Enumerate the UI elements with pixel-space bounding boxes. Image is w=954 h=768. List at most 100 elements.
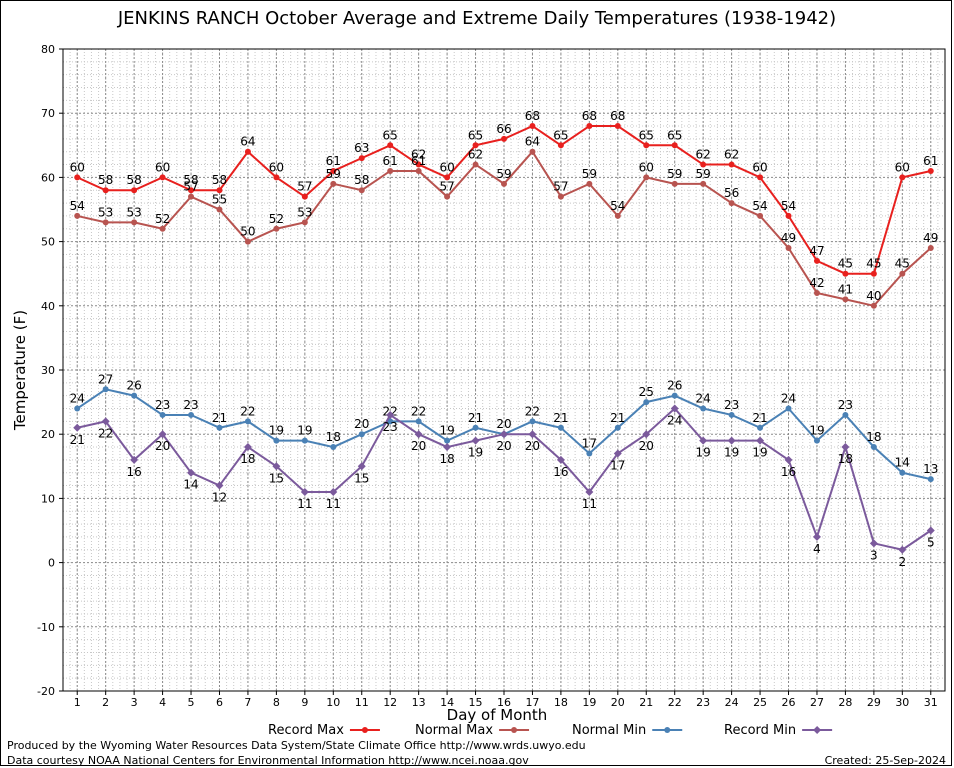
data-point [471, 436, 480, 445]
data-point [528, 430, 537, 439]
data-point [330, 180, 337, 187]
data-label: 24 [696, 392, 711, 406]
data-label: 4 [813, 542, 821, 556]
x-tick-label: 12 [383, 696, 397, 709]
data-label: 41 [838, 282, 853, 296]
data-label: 22 [240, 404, 255, 418]
data-label: 15 [354, 471, 369, 485]
data-label: 15 [269, 471, 284, 485]
data-label: 14 [895, 456, 910, 470]
data-point [670, 404, 679, 413]
data-label: 26 [126, 379, 141, 393]
data-point [472, 142, 479, 149]
data-label: 2 [899, 555, 907, 569]
x-tick-label: 31 [924, 696, 938, 709]
data-label: 58 [354, 173, 369, 187]
data-label: 21 [212, 411, 227, 425]
data-point [614, 123, 621, 130]
footer-produced-by: Produced by the Wyoming Water Resources … [7, 739, 586, 752]
data-label: 57 [297, 180, 312, 194]
data-point [727, 436, 736, 445]
data-point [159, 411, 166, 418]
data-label: 61 [923, 154, 938, 168]
data-label: 16 [553, 465, 568, 479]
data-label: 19 [696, 446, 711, 460]
footer-courtesy: Data courtesy NOAA National Centers for … [7, 754, 529, 767]
data-label: 54 [610, 199, 625, 213]
x-tick-label: 17 [525, 696, 539, 709]
data-label: 22 [98, 426, 113, 440]
data-label: 65 [639, 128, 654, 142]
data-point [556, 455, 565, 464]
data-point [187, 468, 196, 477]
x-axis-label: Day of Month [446, 706, 548, 724]
data-point [700, 180, 707, 187]
data-label: 21 [70, 433, 85, 447]
data-point [130, 455, 139, 464]
data-point [415, 167, 422, 174]
chart-title: JENKINS RANCH October Average and Extrem… [117, 8, 837, 29]
data-label: 25 [639, 385, 654, 399]
data-label: 65 [383, 128, 398, 142]
data-point [159, 225, 166, 232]
x-tick-label: 5 [188, 696, 195, 709]
data-point [216, 187, 223, 194]
data-label: 21 [610, 411, 625, 425]
data-point [870, 444, 877, 451]
data-label: 61 [411, 154, 426, 168]
y-tick-label: 80 [41, 43, 55, 56]
data-label: 16 [781, 465, 796, 479]
data-point [301, 193, 308, 200]
data-label: 11 [326, 497, 341, 511]
data-label: 19 [439, 424, 454, 438]
data-label: 55 [212, 193, 227, 207]
x-tick-label: 30 [895, 696, 909, 709]
data-point [243, 443, 252, 452]
data-label: 20 [155, 439, 170, 453]
data-point [870, 302, 877, 309]
data-point [330, 167, 337, 174]
data-point [842, 411, 849, 418]
data-point [272, 462, 281, 471]
data-label: 19 [752, 446, 767, 460]
data-point [244, 148, 251, 155]
y-tick-label: -10 [37, 621, 55, 634]
data-label: 59 [667, 167, 682, 181]
x-tick-label: 18 [554, 696, 568, 709]
data-point [102, 386, 109, 393]
data-label: 18 [439, 452, 454, 466]
data-point [158, 430, 167, 439]
x-tick-label: 22 [668, 696, 682, 709]
data-point [501, 135, 507, 142]
data-point [444, 437, 451, 444]
data-label: 65 [667, 128, 682, 142]
data-point [586, 123, 593, 130]
data-label: 18 [866, 430, 881, 444]
data-point [74, 405, 81, 412]
y-tick-label: 0 [48, 557, 55, 570]
data-label: 14 [183, 478, 198, 492]
data-label: 45 [895, 257, 910, 271]
data-label: 20 [411, 439, 426, 453]
x-tick-label: 13 [412, 696, 426, 709]
x-tick-label: 24 [725, 696, 739, 709]
data-label: 57 [183, 180, 198, 194]
data-point [613, 449, 622, 458]
data-point [329, 487, 338, 496]
data-label: 62 [724, 148, 739, 162]
data-point [728, 411, 735, 418]
data-label: 63 [354, 141, 369, 155]
data-point [700, 161, 707, 168]
data-label: 18 [838, 452, 853, 466]
data-label: 52 [269, 212, 284, 226]
data-label: 59 [696, 167, 711, 181]
data-point [358, 155, 365, 162]
data-label: 52 [155, 212, 170, 226]
data-label: 64 [525, 135, 540, 149]
data-point [643, 174, 650, 181]
data-point [842, 270, 849, 277]
data-point [869, 539, 878, 548]
data-point [899, 174, 906, 181]
data-label: 65 [468, 128, 483, 142]
data-point [813, 289, 820, 296]
